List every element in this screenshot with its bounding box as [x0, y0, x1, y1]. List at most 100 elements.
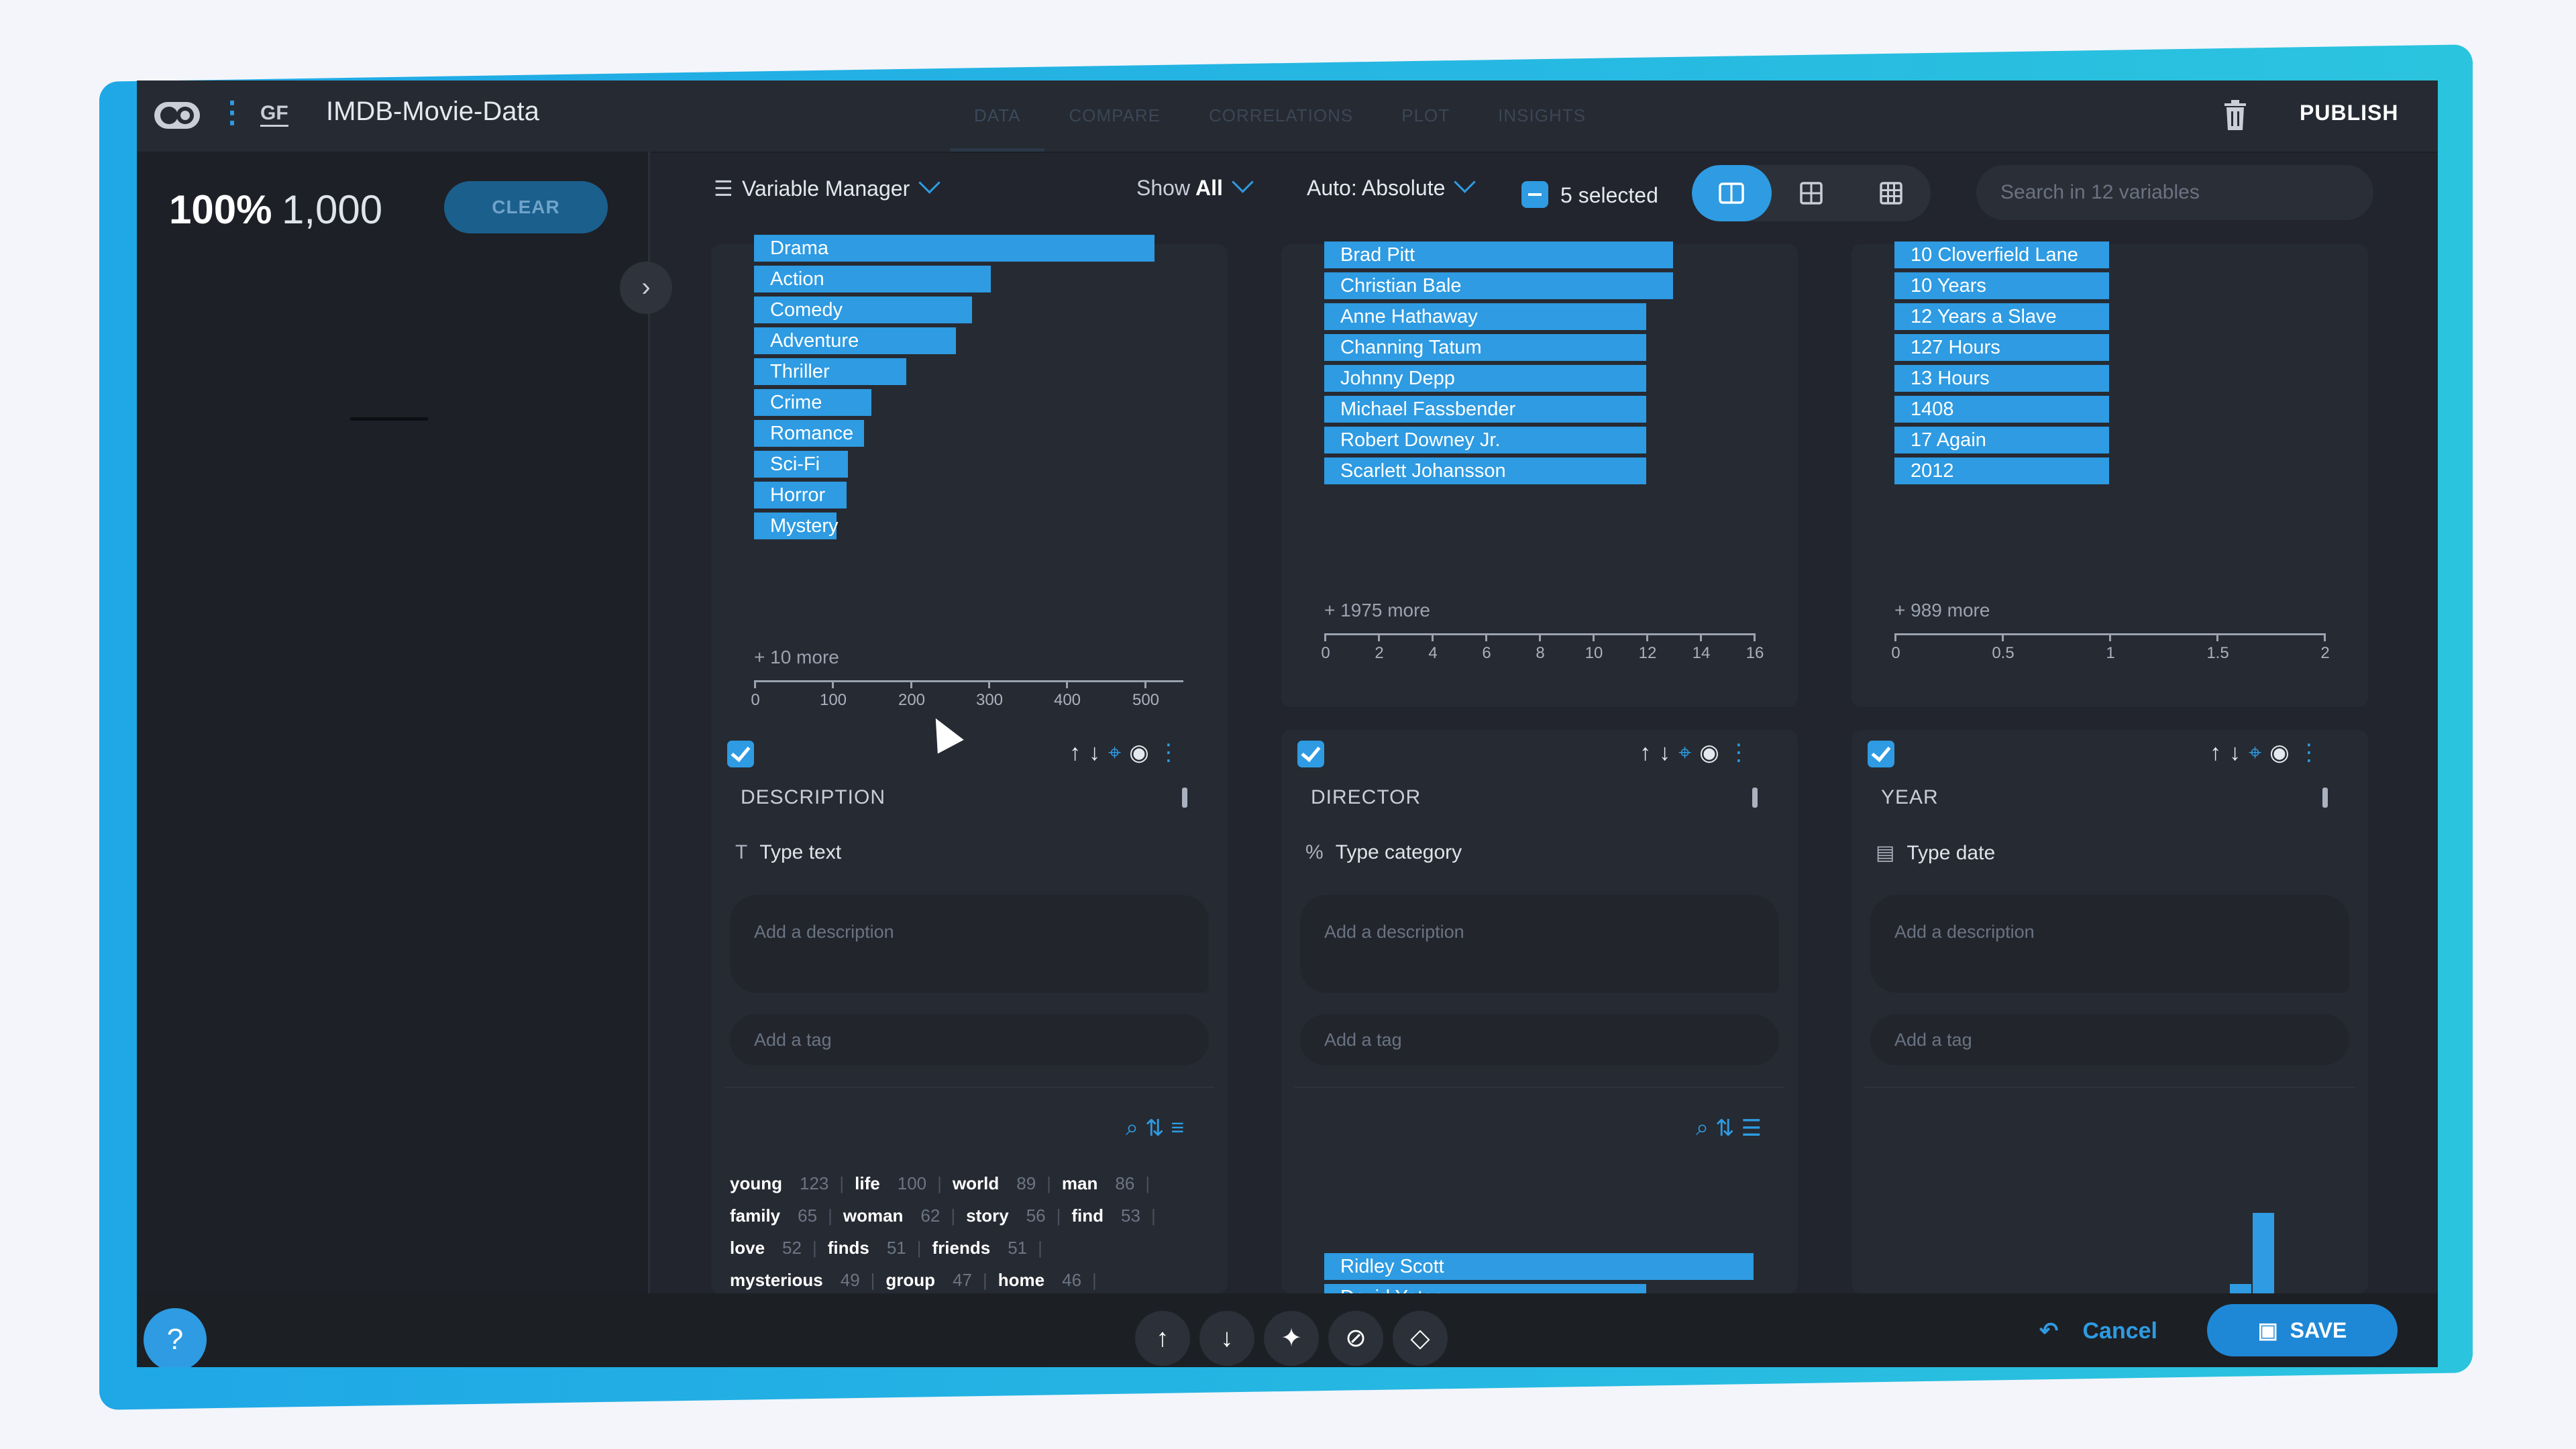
- move-down-icon[interactable]: ↓: [2229, 740, 2241, 765]
- frequency-bar[interactable]: Comedy: [754, 297, 972, 323]
- frequency-bar[interactable]: 12 Years a Slave: [1894, 303, 2109, 330]
- frequency-bar[interactable]: Michael Fassbender: [1324, 396, 1646, 423]
- app-logo-icon[interactable]: [153, 98, 201, 133]
- move-down-button[interactable]: ↓: [1199, 1311, 1254, 1366]
- move-down-icon[interactable]: ↓: [1089, 740, 1100, 765]
- variable-type[interactable]: % Type category: [1305, 841, 1462, 864]
- more-categories-link[interactable]: + 1975 more: [1324, 600, 1430, 621]
- scale-mode-dropdown[interactable]: Auto: Absolute: [1307, 171, 1477, 201]
- director-bar[interactable]: Ridley Scott: [1324, 1253, 1754, 1280]
- word[interactable]: woman: [843, 1205, 904, 1226]
- word[interactable]: friends: [932, 1238, 991, 1258]
- app-menu-icon[interactable]: ⋮: [217, 96, 247, 129]
- word[interactable]: mysterious: [730, 1270, 823, 1290]
- frequency-bar[interactable]: Channing Tatum: [1324, 334, 1646, 361]
- move-up-icon[interactable]: ↑: [1640, 740, 1651, 765]
- word[interactable]: finds: [827, 1238, 869, 1258]
- save-button[interactable]: ▣ SAVE: [2207, 1304, 2398, 1356]
- word[interactable]: life: [855, 1173, 880, 1193]
- variable-type[interactable]: T Type text: [735, 841, 841, 864]
- view-dense-grid-button[interactable]: [1851, 165, 1931, 221]
- frequency-bar[interactable]: Horror: [754, 482, 847, 508]
- publish-button[interactable]: PUBLISH: [2300, 101, 2399, 125]
- show-filter-dropdown[interactable]: Show All: [1136, 171, 1254, 201]
- word[interactable]: love: [730, 1238, 765, 1258]
- histogram-bar[interactable]: [2230, 1284, 2251, 1293]
- pin-icon[interactable]: ⌖: [1678, 740, 1692, 765]
- tag-input[interactable]: [1870, 1014, 2349, 1065]
- frequency-bar[interactable]: 1408: [1894, 396, 2109, 423]
- pin-icon[interactable]: ⌖: [1108, 740, 1122, 765]
- move-down-icon[interactable]: ↓: [1659, 740, 1670, 765]
- word[interactable]: young: [730, 1173, 782, 1193]
- clear-button[interactable]: CLEAR: [444, 181, 608, 233]
- expand-sidebar-icon[interactable]: ›: [620, 262, 672, 314]
- eye-icon[interactable]: ◉: [1699, 740, 1719, 765]
- frequency-bar[interactable]: Brad Pitt: [1324, 241, 1673, 268]
- word[interactable]: find: [1071, 1205, 1104, 1226]
- tab-correlations[interactable]: CORRELATIONS: [1209, 105, 1354, 125]
- pin-icon[interactable]: ⌖: [2249, 740, 2262, 765]
- drag-handle[interactable]: [2322, 788, 2328, 808]
- search-icon[interactable]: ⌕: [1696, 1115, 1709, 1140]
- tag-button[interactable]: ◇: [1393, 1311, 1448, 1366]
- drag-handle[interactable]: [1182, 788, 1187, 808]
- tab-data[interactable]: DATA: [950, 80, 1045, 152]
- word[interactable]: home: [998, 1270, 1045, 1290]
- filter-lines-icon[interactable]: ≡: [1171, 1115, 1185, 1140]
- move-up-icon[interactable]: ↑: [1069, 740, 1081, 765]
- frequency-bar[interactable]: Christian Bale: [1324, 272, 1673, 299]
- tab-compare[interactable]: COMPARE: [1069, 105, 1161, 125]
- description-textarea[interactable]: [730, 895, 1209, 993]
- frequency-bar[interactable]: Robert Downey Jr.: [1324, 427, 1646, 453]
- hide-button[interactable]: ⊘: [1328, 1311, 1383, 1366]
- sort-icon[interactable]: ⇅: [1715, 1116, 1735, 1141]
- sort-icon[interactable]: ⇅: [1145, 1116, 1165, 1141]
- frequency-bar[interactable]: 127 Hours: [1894, 334, 2109, 361]
- select-checkbox[interactable]: [1868, 741, 1894, 767]
- frequency-bar[interactable]: Sci-Fi: [754, 451, 848, 478]
- drag-handle[interactable]: [1752, 788, 1758, 808]
- more-categories-link[interactable]: + 989 more: [1894, 600, 1990, 621]
- move-up-button[interactable]: ↑: [1135, 1311, 1190, 1366]
- view-columns-button[interactable]: [1692, 165, 1772, 221]
- list-icon[interactable]: ☰: [1741, 1116, 1762, 1141]
- word[interactable]: man: [1061, 1173, 1098, 1193]
- frequency-bar[interactable]: 17 Again: [1894, 427, 2109, 453]
- frequency-bar[interactable]: 10 Years: [1894, 272, 2109, 299]
- frequency-bar[interactable]: Adventure: [754, 327, 956, 354]
- histogram-bar[interactable]: [2253, 1213, 2274, 1293]
- word[interactable]: family: [730, 1205, 781, 1226]
- frequency-bar[interactable]: 13 Hours: [1894, 365, 2109, 392]
- frequency-bar[interactable]: 2012: [1894, 458, 2109, 484]
- frequency-bar[interactable]: Thriller: [754, 358, 906, 385]
- frequency-bar[interactable]: Action: [754, 266, 991, 292]
- tab-insights[interactable]: INSIGHTS: [1498, 105, 1586, 125]
- frequency-bar[interactable]: Drama: [754, 235, 1155, 262]
- frequency-bar[interactable]: Mystery: [754, 513, 839, 539]
- more-options-icon[interactable]: ⋮: [1157, 740, 1180, 765]
- frequency-bar[interactable]: Crime: [754, 389, 871, 416]
- deselect-checkbox[interactable]: [1521, 181, 1548, 208]
- tag-input[interactable]: [1300, 1014, 1779, 1065]
- more-options-icon[interactable]: ⋮: [1727, 740, 1750, 765]
- frequency-bar[interactable]: Romance: [754, 420, 864, 447]
- move-up-icon[interactable]: ↑: [2210, 740, 2221, 765]
- frequency-bar[interactable]: 10 Cloverfield Lane: [1894, 241, 2109, 268]
- tag-input[interactable]: [730, 1014, 1209, 1065]
- trash-icon[interactable]: [2222, 99, 2249, 131]
- variable-type[interactable]: ▤ Type date: [1876, 841, 1995, 865]
- eye-icon[interactable]: ◉: [2269, 740, 2290, 765]
- more-categories-link[interactable]: + 10 more: [754, 647, 839, 667]
- variable-search-input[interactable]: [1976, 165, 2373, 220]
- pin-button[interactable]: ✦: [1264, 1311, 1319, 1366]
- select-checkbox[interactable]: [1297, 741, 1324, 767]
- search-icon[interactable]: ⌕: [1126, 1115, 1139, 1140]
- word[interactable]: world: [952, 1173, 1000, 1193]
- frequency-bar[interactable]: Scarlett Johansson: [1324, 458, 1646, 484]
- description-textarea[interactable]: [1300, 895, 1779, 993]
- select-checkbox[interactable]: [727, 741, 754, 767]
- word[interactable]: group: [885, 1270, 936, 1290]
- help-button[interactable]: ?: [144, 1308, 207, 1367]
- cancel-button[interactable]: ↶ Cancel: [2039, 1318, 2157, 1344]
